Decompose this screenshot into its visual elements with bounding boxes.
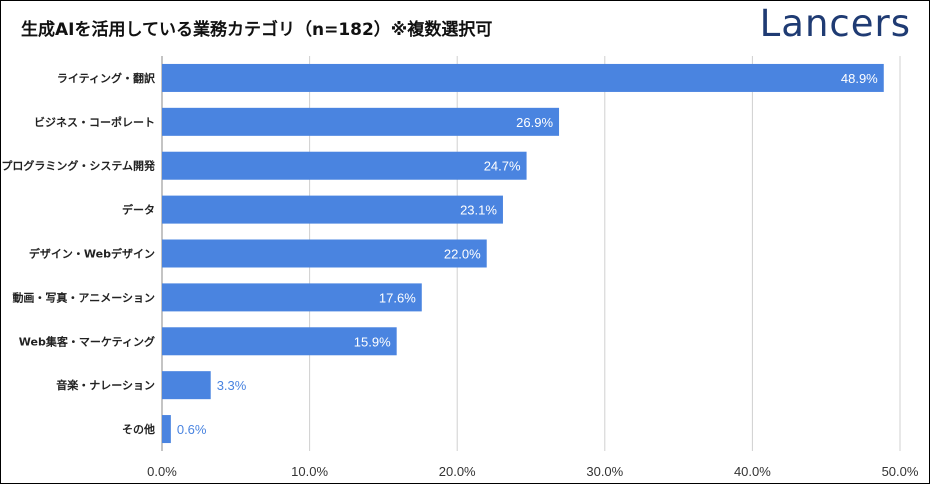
bar xyxy=(162,283,422,312)
category-label: デザイン・Webデザイン xyxy=(29,247,155,261)
bar xyxy=(162,63,884,92)
chart-title: 生成AIを活用している業務カテゴリ（n=182）※複数選択可 xyxy=(21,20,493,40)
data-label: 3.3% xyxy=(217,378,247,393)
bar xyxy=(162,151,527,180)
lancers-logo: Lancers xyxy=(759,2,911,45)
data-label: 22.0% xyxy=(444,247,481,262)
data-label: 17.6% xyxy=(379,290,416,305)
category-label: その他 xyxy=(122,422,155,436)
bar xyxy=(162,239,487,268)
data-label: 24.7% xyxy=(484,159,521,174)
category-label: ビジネス・コーポレート xyxy=(34,115,155,129)
x-tick-label: 40.0% xyxy=(734,464,771,479)
data-label: 23.1% xyxy=(460,203,497,218)
bar xyxy=(162,415,171,444)
bar xyxy=(162,371,211,400)
category-label: プログラミング・システム開発 xyxy=(1,159,156,173)
x-tick-label: 30.0% xyxy=(586,464,623,479)
x-tick-label: 0.0% xyxy=(147,464,177,479)
data-label: 0.6% xyxy=(177,422,207,437)
bar xyxy=(162,327,397,356)
data-label: 15.9% xyxy=(354,334,391,349)
category-label: ライティング・翻訳 xyxy=(57,71,156,85)
data-label: 48.9% xyxy=(841,71,878,86)
bar xyxy=(162,107,560,136)
category-label: データ xyxy=(122,203,155,217)
x-tick-label: 10.0% xyxy=(291,464,328,479)
data-label: 26.9% xyxy=(516,115,553,130)
bar xyxy=(162,195,503,224)
x-tick-label: 50.0% xyxy=(882,464,919,479)
category-label: 動画・写真・アニメーション xyxy=(12,290,155,304)
x-tick-label: 20.0% xyxy=(439,464,476,479)
category-label: Web集客・マーケティング xyxy=(19,334,155,348)
category-label: 音楽・ナレーション xyxy=(56,378,155,392)
